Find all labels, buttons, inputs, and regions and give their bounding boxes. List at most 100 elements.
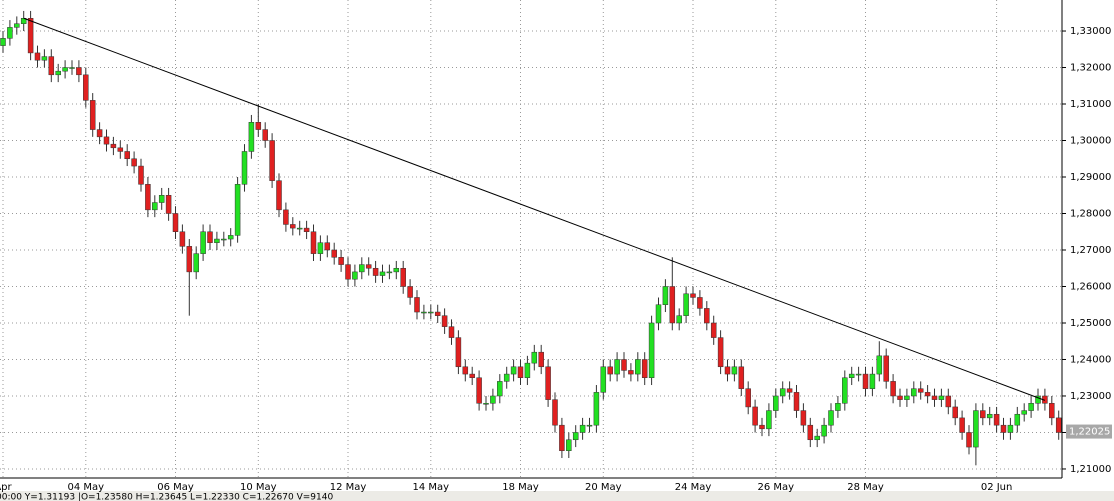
candle-body (869, 373, 876, 389)
candle-body (835, 403, 841, 411)
candle-body (152, 202, 158, 211)
candle-body (821, 424, 827, 437)
x-tick-label: 20 May (585, 482, 622, 493)
x-tick-label: 18 May (502, 482, 539, 493)
candle-body (842, 377, 848, 404)
candle-body (372, 267, 379, 276)
candle-body (310, 231, 317, 254)
candle-body (407, 286, 413, 298)
candle-body (227, 235, 234, 240)
candle-body (579, 424, 586, 433)
candle-body (566, 439, 572, 451)
candle-body (1049, 403, 1055, 419)
candle-body (724, 366, 731, 375)
candle-body (110, 143, 117, 149)
candle-body (428, 311, 434, 314)
candle-body (476, 377, 482, 404)
y-tick-label: 1,27000 (1070, 245, 1111, 256)
y-tick-label: 1,24000 (1070, 354, 1111, 365)
x-tick-label: 04 May (68, 482, 105, 493)
candle-body (1055, 417, 1062, 433)
candle-body (0, 38, 6, 46)
x-tick-label: 02 Jun (981, 482, 1013, 493)
candle-body (641, 359, 648, 378)
candle-body (352, 271, 358, 280)
y-tick-label: 1,31000 (1070, 99, 1111, 110)
candle-body (103, 136, 110, 145)
y-tick-label: 1,21000 (1070, 464, 1111, 475)
candle-body (1014, 413, 1021, 426)
candle-body (262, 129, 268, 141)
candle-body (200, 231, 206, 254)
candle-body (83, 74, 89, 101)
candle-body (572, 432, 579, 441)
candle-body (421, 311, 427, 314)
candle-body (1028, 403, 1034, 411)
candle-body (69, 67, 75, 69)
candle-body (207, 231, 213, 243)
x-tick-label: 06 May (157, 482, 194, 493)
candle-body (897, 395, 903, 400)
y-tick-label: 1,28000 (1070, 209, 1111, 220)
candle-body (655, 304, 662, 324)
candle-body (773, 395, 779, 411)
candle-body (614, 359, 620, 375)
candle-body (393, 267, 400, 273)
x-tick-label: Apr (0, 482, 13, 493)
candle-body (165, 195, 172, 214)
candle-body (462, 366, 469, 375)
candle-body (255, 122, 262, 130)
status-bar (0, 491, 1114, 501)
candle-body (545, 366, 551, 400)
status-text: 00:00 Y=1.31193 |O=1.23580 H=1.23645 L=1… (0, 493, 333, 501)
candle-body (738, 366, 745, 389)
candle-body (607, 366, 613, 375)
x-tick-label: 10 May (240, 482, 277, 493)
candle-body (807, 424, 814, 441)
candle-body (359, 264, 365, 273)
candle-body (759, 424, 765, 430)
candle-body (966, 432, 972, 448)
candle-body (510, 366, 517, 375)
candle-body (683, 293, 689, 316)
x-tick-label: 28 May (847, 482, 884, 493)
candle-body (1007, 424, 1014, 433)
candle-body (138, 165, 144, 185)
candle-body (855, 373, 862, 376)
candle-body (690, 293, 696, 298)
candle-body (193, 253, 199, 273)
candle-body (214, 238, 220, 243)
candle-body (628, 370, 634, 375)
candle-body (814, 435, 820, 441)
candle-body (455, 337, 462, 368)
y-tick-label: 1,33000 (1070, 26, 1111, 37)
candle-body (593, 392, 600, 426)
candle-body (945, 395, 952, 408)
y-tick-label: 1,32000 (1070, 63, 1111, 74)
candle-body (124, 151, 130, 160)
candle-body (96, 129, 103, 138)
candle-body (676, 315, 682, 324)
x-tick-label: 24 May (675, 482, 712, 493)
candle-body (531, 351, 538, 364)
candle-body (434, 311, 441, 316)
candle-body (917, 388, 924, 393)
y-tick-label: 1,30000 (1070, 136, 1111, 147)
y-tick-label: 1,23000 (1070, 391, 1111, 402)
candle-body (117, 147, 124, 152)
candle-body (186, 246, 193, 273)
candle-body (503, 373, 510, 382)
candle-body (248, 122, 255, 152)
candle-body (717, 337, 724, 368)
candle-body (586, 424, 593, 427)
candle-body (283, 209, 289, 225)
candle-body (793, 392, 800, 411)
candle-body (890, 381, 896, 397)
x-tick-label: 12 May (330, 482, 367, 493)
candle-body (34, 52, 41, 61)
candle-body (904, 395, 910, 400)
candle-body (55, 70, 61, 76)
candle-body (241, 151, 248, 185)
